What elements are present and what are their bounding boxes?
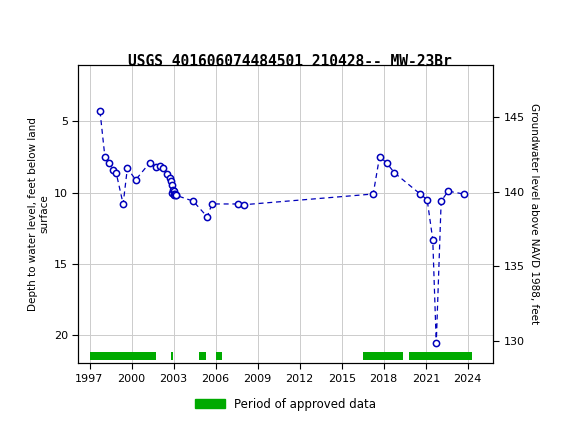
- Y-axis label: Groundwater level above NAVD 1988, feet: Groundwater level above NAVD 1988, feet: [529, 103, 539, 325]
- Bar: [216, 352, 222, 360]
- Text: USGS: USGS: [81, 14, 136, 31]
- Bar: [171, 352, 173, 360]
- Y-axis label: Depth to water level, feet below land
surface: Depth to water level, feet below land su…: [28, 117, 50, 311]
- Bar: [362, 352, 403, 360]
- Text: USGS 401606074484501 210428-- MW-23Br: USGS 401606074484501 210428-- MW-23Br: [128, 54, 452, 69]
- Bar: [89, 352, 156, 360]
- Bar: [200, 352, 206, 360]
- Legend: Period of approved data: Period of approved data: [190, 393, 381, 416]
- Bar: [7, 6, 74, 40]
- Bar: [409, 352, 472, 360]
